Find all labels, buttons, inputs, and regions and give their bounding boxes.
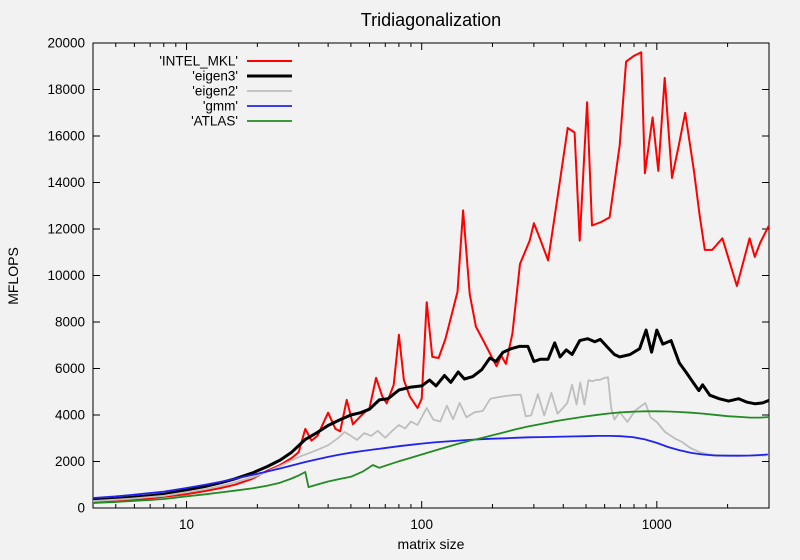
x-axis-label: matrix size [398, 536, 465, 552]
legend-label: 'eigen2' [192, 84, 238, 99]
y-tick-label: 10000 [47, 268, 85, 283]
y-tick-label: 18000 [47, 82, 85, 97]
y-tick-label: 2000 [55, 454, 85, 469]
y-tick-label: 14000 [47, 175, 85, 190]
y-tick-label: 0 [77, 501, 85, 516]
x-tick-label: 1000 [642, 517, 672, 532]
data-series [93, 51, 769, 504]
legend-label: 'ATLAS' [191, 114, 238, 129]
y-tick-label: 4000 [55, 408, 85, 423]
legend-label: 'gmm' [203, 99, 238, 114]
x-tick-label: 10 [179, 517, 194, 532]
legend-entry: 'INTEL_MKL' [159, 54, 292, 69]
legend-entry: 'ATLAS' [191, 114, 292, 129]
y-tick-label: 20000 [47, 36, 85, 51]
axes: 0 2000 4000 6000 8000 10000 12000 14000 16000 180… [47, 36, 770, 532]
series-eigen3 [93, 328, 769, 502]
legend-entry: 'gmm' [203, 99, 292, 114]
legend-label: 'INTEL_MKL' [159, 54, 238, 69]
y-tick-label: 8000 [55, 315, 85, 330]
legend-label: 'eigen3' [192, 69, 238, 84]
legend: 'INTEL_MKL''eigen3''eigen2''gmm''ATLAS' [159, 54, 292, 129]
legend-entry: 'eigen2' [192, 84, 292, 99]
series-eigen2 [93, 376, 767, 502]
y-tick-label: 16000 [47, 129, 85, 144]
x-tick-label: 100 [410, 517, 433, 532]
chart-title: Tridiagonalization [361, 10, 501, 30]
y-tick-label: 6000 [55, 361, 85, 376]
series-ATLAS [93, 410, 769, 504]
legend-entry: 'eigen3' [192, 69, 292, 84]
y-axis-label: MFLOPS [5, 247, 21, 305]
y-tick-label: 12000 [47, 222, 85, 237]
